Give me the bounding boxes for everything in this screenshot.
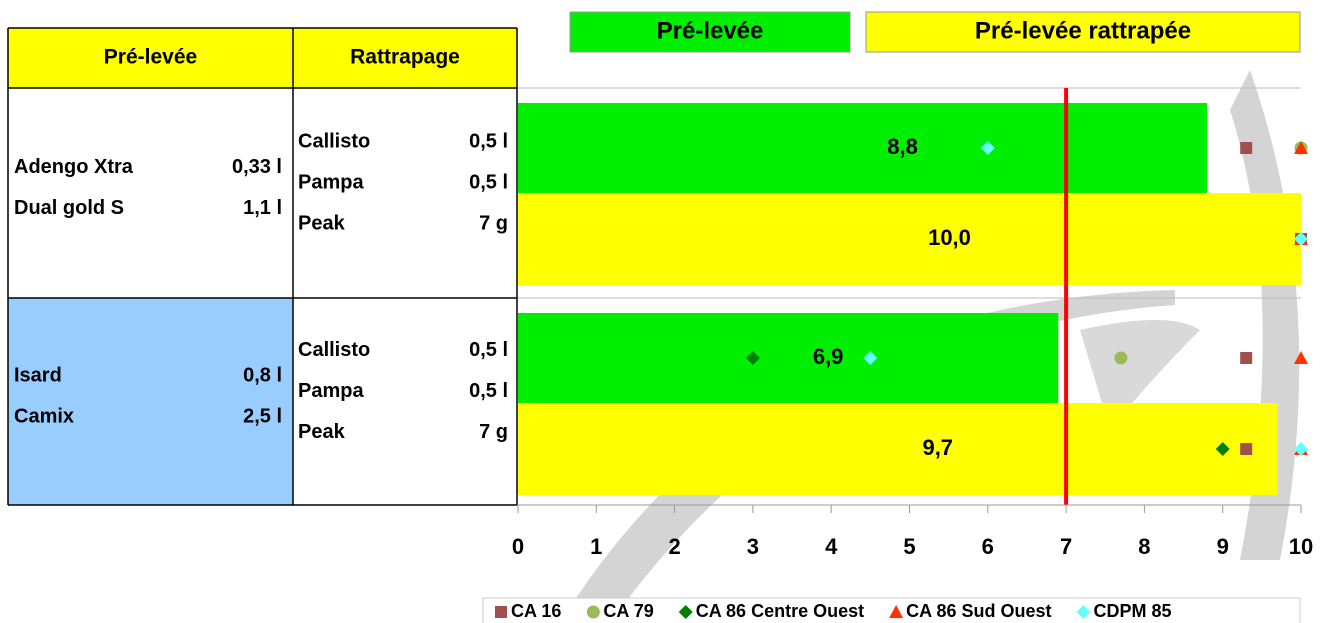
value-label: 10,0 <box>928 225 971 250</box>
table-header-bg <box>8 28 517 88</box>
legend-swatch <box>865 11 1301 53</box>
legend-label: CA 16 <box>511 601 561 621</box>
marker <box>1215 442 1230 456</box>
marker <box>863 351 878 365</box>
legend-label: CA 79 <box>603 601 653 621</box>
legend-label: CDPM 85 <box>1093 601 1171 621</box>
marker <box>1294 351 1308 364</box>
marker <box>1076 605 1091 619</box>
value-label: 8,8 <box>887 134 918 159</box>
marker <box>889 605 904 618</box>
product-dose: 7 g <box>479 421 508 443</box>
marker <box>745 351 760 365</box>
marker <box>586 605 600 619</box>
product-dose: 0,33 l <box>232 156 282 178</box>
value-label: 9,7 <box>922 435 953 460</box>
value-label: 6,9 <box>813 344 844 369</box>
bar <box>518 193 1301 285</box>
product-dose: 0,5 l <box>469 380 508 402</box>
background-decor <box>480 70 1300 623</box>
marker <box>1240 142 1253 154</box>
marker <box>495 606 507 618</box>
legend-label: CA 86 Centre Ouest <box>696 601 864 621</box>
product-name: Adengo Xtra <box>14 156 134 178</box>
table-row-bg <box>8 88 293 298</box>
x-tick-label: 8 <box>1138 534 1150 559</box>
product-name: Isard <box>14 364 62 386</box>
x-tick-label: 1 <box>590 534 602 559</box>
marker <box>1114 351 1128 365</box>
marker <box>1294 232 1308 246</box>
product-name: Callisto <box>298 339 370 361</box>
legend-label: Pré-levée <box>657 17 764 44</box>
bar <box>518 403 1278 495</box>
table-header: Rattrapage <box>350 46 460 69</box>
product-name: Pampa <box>298 171 364 193</box>
product-name: Peak <box>298 421 346 443</box>
legend-box <box>482 597 1301 623</box>
marker <box>1294 141 1308 154</box>
bar <box>518 103 1208 193</box>
product-name: Camix <box>14 405 74 427</box>
product-name: Callisto <box>298 130 370 152</box>
x-tick-label: 4 <box>825 534 838 559</box>
legend-swatch <box>569 11 851 53</box>
marker <box>678 605 693 619</box>
x-tick-label: 0 <box>512 534 524 559</box>
product-name: Pampa <box>298 380 364 402</box>
marker <box>1240 352 1253 364</box>
bar <box>518 313 1059 403</box>
x-tick-label: 6 <box>982 534 994 559</box>
product-dose: 7 g <box>479 212 508 234</box>
product-name: Dual gold S <box>14 197 124 219</box>
marker <box>980 141 995 155</box>
x-tick-label: 2 <box>668 534 680 559</box>
product-dose: 2,5 l <box>243 405 282 427</box>
marker <box>1294 442 1308 456</box>
x-tick-label: 3 <box>747 534 759 559</box>
table-row-bg <box>8 298 293 505</box>
product-dose: 1,1 l <box>243 197 282 219</box>
legend-label: CA 86 Sud Ouest <box>906 601 1051 621</box>
product-dose: 0,5 l <box>469 171 508 193</box>
product-dose: 0,5 l <box>469 130 508 152</box>
table-header: Pré-levée <box>104 46 197 69</box>
x-tick-label: 7 <box>1060 534 1072 559</box>
x-tick-label: 9 <box>1217 534 1229 559</box>
product-name: Peak <box>298 212 346 234</box>
x-tick-label: 10 <box>1289 534 1313 559</box>
x-tick-label: 5 <box>903 534 915 559</box>
marker <box>1240 443 1253 455</box>
legend-label: Pré-levée rattrapée <box>975 17 1191 44</box>
product-dose: 0,5 l <box>469 339 508 361</box>
product-dose: 0,8 l <box>243 364 282 386</box>
